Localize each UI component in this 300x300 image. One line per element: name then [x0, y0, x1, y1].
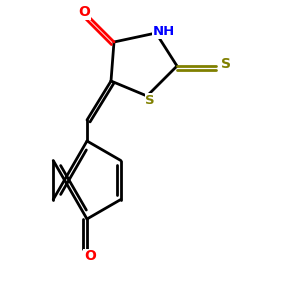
Text: O: O — [78, 5, 90, 19]
Text: S: S — [221, 58, 232, 71]
Text: S: S — [145, 94, 155, 107]
Text: NH: NH — [152, 25, 175, 38]
Text: O: O — [84, 250, 96, 263]
